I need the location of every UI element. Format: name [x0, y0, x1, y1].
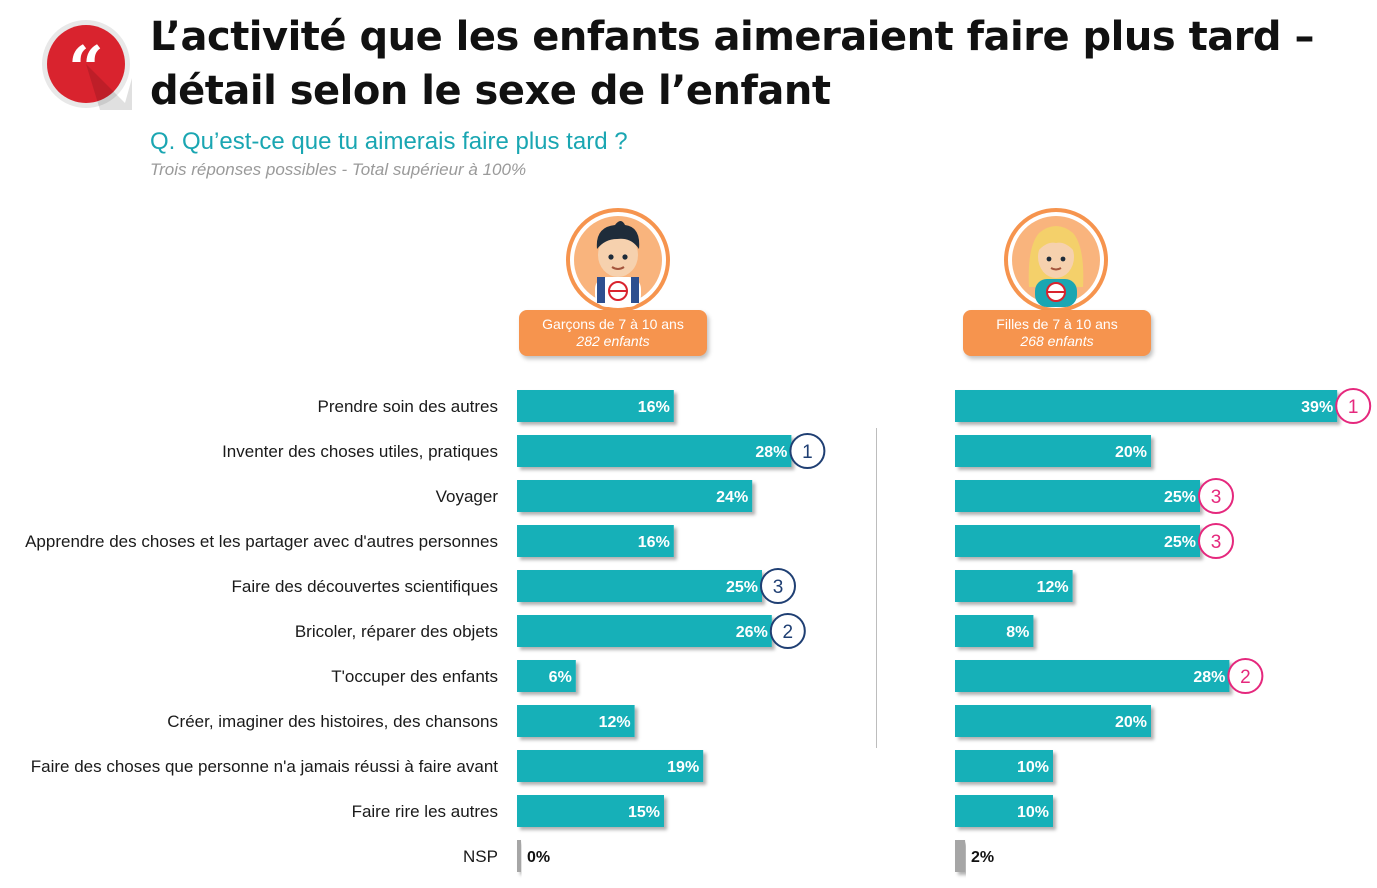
data-label: 10% — [1017, 759, 1049, 776]
boys-group-header: Garçons de 7 à 10 ans 282 enfants — [519, 310, 707, 356]
panel-divider — [876, 428, 877, 748]
data-label: 16% — [638, 534, 670, 551]
data-label: 39% — [1301, 399, 1333, 416]
boys-group-label: Garçons de 7 à 10 ans — [542, 316, 684, 332]
rank-number: 2 — [1240, 667, 1251, 688]
page-title: L’activité que les enfants aimeraient fa… — [150, 10, 1350, 118]
category-label: Apprendre des choses et les partager ave… — [25, 532, 498, 551]
bar — [517, 435, 792, 467]
boys-group-count: 282 enfants — [576, 333, 650, 349]
girls-group-label: Filles de 7 à 10 ans — [996, 316, 1118, 332]
bar — [955, 795, 1053, 827]
bar — [517, 525, 674, 557]
rank-badge — [769, 613, 806, 649]
data-label: 25% — [1164, 534, 1196, 551]
girl-avatar-icon — [1004, 208, 1108, 312]
data-label: 6% — [549, 669, 572, 686]
data-label: 2% — [971, 849, 994, 866]
data-label: 20% — [1115, 444, 1147, 461]
bar — [955, 615, 1034, 647]
bar — [517, 660, 576, 692]
question-text: Q. Qu’est-ce que tu aimerais faire plus … — [150, 128, 628, 155]
bar — [955, 705, 1151, 737]
data-label: 16% — [638, 399, 670, 416]
data-label: 24% — [716, 489, 748, 506]
quote-icon: “ — [42, 20, 132, 110]
data-label: 12% — [599, 714, 631, 731]
title-line-2: détail selon le sexe de l’enfant — [150, 68, 831, 114]
bar — [517, 570, 762, 602]
category-label: Faire rire les autres — [352, 802, 498, 821]
data-label: 19% — [667, 759, 699, 776]
bar — [517, 840, 521, 872]
rank-badge — [1227, 658, 1264, 694]
bar — [955, 570, 1073, 602]
rank-number: 1 — [1348, 397, 1359, 418]
bar — [517, 480, 753, 512]
category-label: Faire des découvertes scientifiques — [232, 577, 498, 596]
boy-avatar-icon — [566, 208, 670, 312]
rank-badge — [1198, 478, 1234, 514]
data-label: 12% — [1037, 579, 1069, 596]
rank-badge — [1198, 523, 1234, 559]
data-label: 28% — [1193, 669, 1225, 686]
rank-number: 3 — [773, 577, 784, 598]
bar — [955, 435, 1151, 467]
bar — [955, 525, 1200, 557]
category-label: Inventer des choses utiles, pratiques — [222, 442, 498, 461]
category-label: T'occuper des enfants — [331, 667, 498, 686]
rank-number: 1 — [802, 442, 813, 463]
data-label: 25% — [726, 579, 758, 596]
data-label: 26% — [736, 624, 768, 641]
bar — [955, 840, 965, 872]
category-label: Prendre soin des autres — [318, 397, 499, 416]
data-label: 20% — [1115, 714, 1147, 731]
bar — [955, 480, 1200, 512]
bar — [517, 795, 664, 827]
category-label: Créer, imaginer des histoires, des chans… — [167, 712, 498, 731]
data-label: 28% — [755, 444, 787, 461]
bar — [517, 750, 704, 782]
rank-badge — [1335, 388, 1372, 424]
svg-text:“: “ — [68, 32, 104, 105]
data-label: 8% — [1006, 624, 1029, 641]
girls-group-count: 268 enfants — [1020, 333, 1094, 349]
rank-number: 3 — [1211, 532, 1222, 553]
rank-badge — [760, 568, 796, 604]
rank-badge — [789, 433, 826, 469]
data-label: 0% — [527, 849, 550, 866]
category-label: NSP — [463, 847, 498, 866]
bar — [517, 390, 674, 422]
category-label: Bricoler, réparer des objets — [295, 622, 498, 641]
data-label: 15% — [628, 804, 660, 821]
bar — [955, 750, 1053, 782]
girls-group-header: Filles de 7 à 10 ans 268 enfants — [963, 310, 1151, 356]
category-label: Voyager — [436, 487, 499, 506]
rank-number: 3 — [1211, 487, 1222, 508]
bar — [955, 660, 1230, 692]
bar — [517, 705, 635, 737]
category-label: Faire des choses que personne n'a jamais… — [31, 757, 499, 776]
data-label: 10% — [1017, 804, 1049, 821]
title-line-1: L’activité que les enfants aimeraient fa… — [150, 14, 1314, 60]
data-label: 25% — [1164, 489, 1196, 506]
subtitle-text: Trois réponses possibles - Total supérie… — [150, 160, 527, 179]
rank-number: 2 — [783, 622, 794, 643]
bar — [955, 390, 1338, 422]
bar — [517, 615, 772, 647]
